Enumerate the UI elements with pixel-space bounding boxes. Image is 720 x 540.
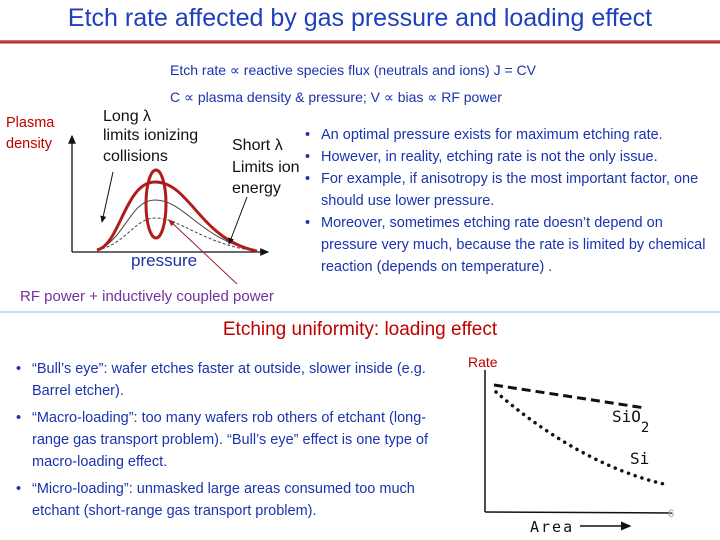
- dashed-curve: [96, 217, 258, 252]
- short-label-1: Short λ: [232, 137, 283, 154]
- pressure-label: pressure: [131, 251, 197, 270]
- area-axis: [484, 511, 673, 514]
- short-label-3: energy: [232, 180, 281, 197]
- optimum-ellipse: [144, 168, 168, 240]
- loading-bullets: “Bull’s eye”: wafer etches faster at out…: [16, 358, 456, 527]
- title-underline: [0, 40, 720, 44]
- rate-label: Rate: [468, 354, 498, 370]
- pressure-diagram: Long λ limits ionizing collisions Short …: [68, 108, 300, 285]
- sio2-label: SiO2: [612, 407, 649, 436]
- slide-title: Etch rate affected by gas pressure and l…: [67, 4, 653, 32]
- si-line: [494, 390, 670, 487]
- section-divider: [0, 311, 720, 313]
- red-curve: [96, 180, 258, 253]
- short-arrow: [228, 196, 248, 245]
- section-title: Etching uniformity: loading effect: [222, 319, 498, 340]
- long-arrow: [100, 171, 114, 223]
- bullet: “Micro-loading”: unmasked large areas co…: [16, 478, 456, 522]
- long-label-2: limits ionizing: [103, 127, 198, 144]
- bullet: “Bull’s eye”: wafer etches faster at out…: [16, 358, 456, 402]
- bullet: An optimal pressure exists for maximum e…: [305, 124, 717, 146]
- bullet: For example, if anisotropy is the most i…: [305, 168, 717, 212]
- plasma-density-label: Plasma density: [6, 113, 54, 155]
- loading-chart: SiO2 Si Area: [484, 370, 673, 536]
- thin-curve: [96, 199, 258, 252]
- bullet: However, in reality, etching rate is not…: [305, 146, 717, 168]
- ylabel-line-1: Plasma: [6, 115, 55, 131]
- sio2-line: [493, 383, 646, 410]
- equation-line-2: C ∝ plasma density & pressure; V ∝ bias …: [170, 89, 502, 105]
- rf-arrow: [168, 219, 238, 285]
- rf-power-note: RF power + inductively coupled power: [20, 288, 274, 305]
- bullet: “Macro-loading”: too many wafers rob oth…: [16, 407, 456, 473]
- ylabel-line-2: density: [6, 136, 52, 152]
- long-label-3: collisions: [103, 148, 168, 165]
- si-label: Si: [630, 449, 649, 468]
- area-label: Area: [530, 518, 574, 536]
- page-number: 6: [668, 508, 675, 520]
- bullet: Moreover, sometimes etching rate doesn’t…: [305, 212, 717, 278]
- short-label-2: Limits ion: [232, 159, 300, 176]
- equation-line-1: Etch rate ∝ reactive species flux (neutr…: [170, 62, 536, 78]
- long-label-1: Long λ: [103, 108, 151, 125]
- pressure-bullets: An optimal pressure exists for maximum e…: [305, 124, 717, 278]
